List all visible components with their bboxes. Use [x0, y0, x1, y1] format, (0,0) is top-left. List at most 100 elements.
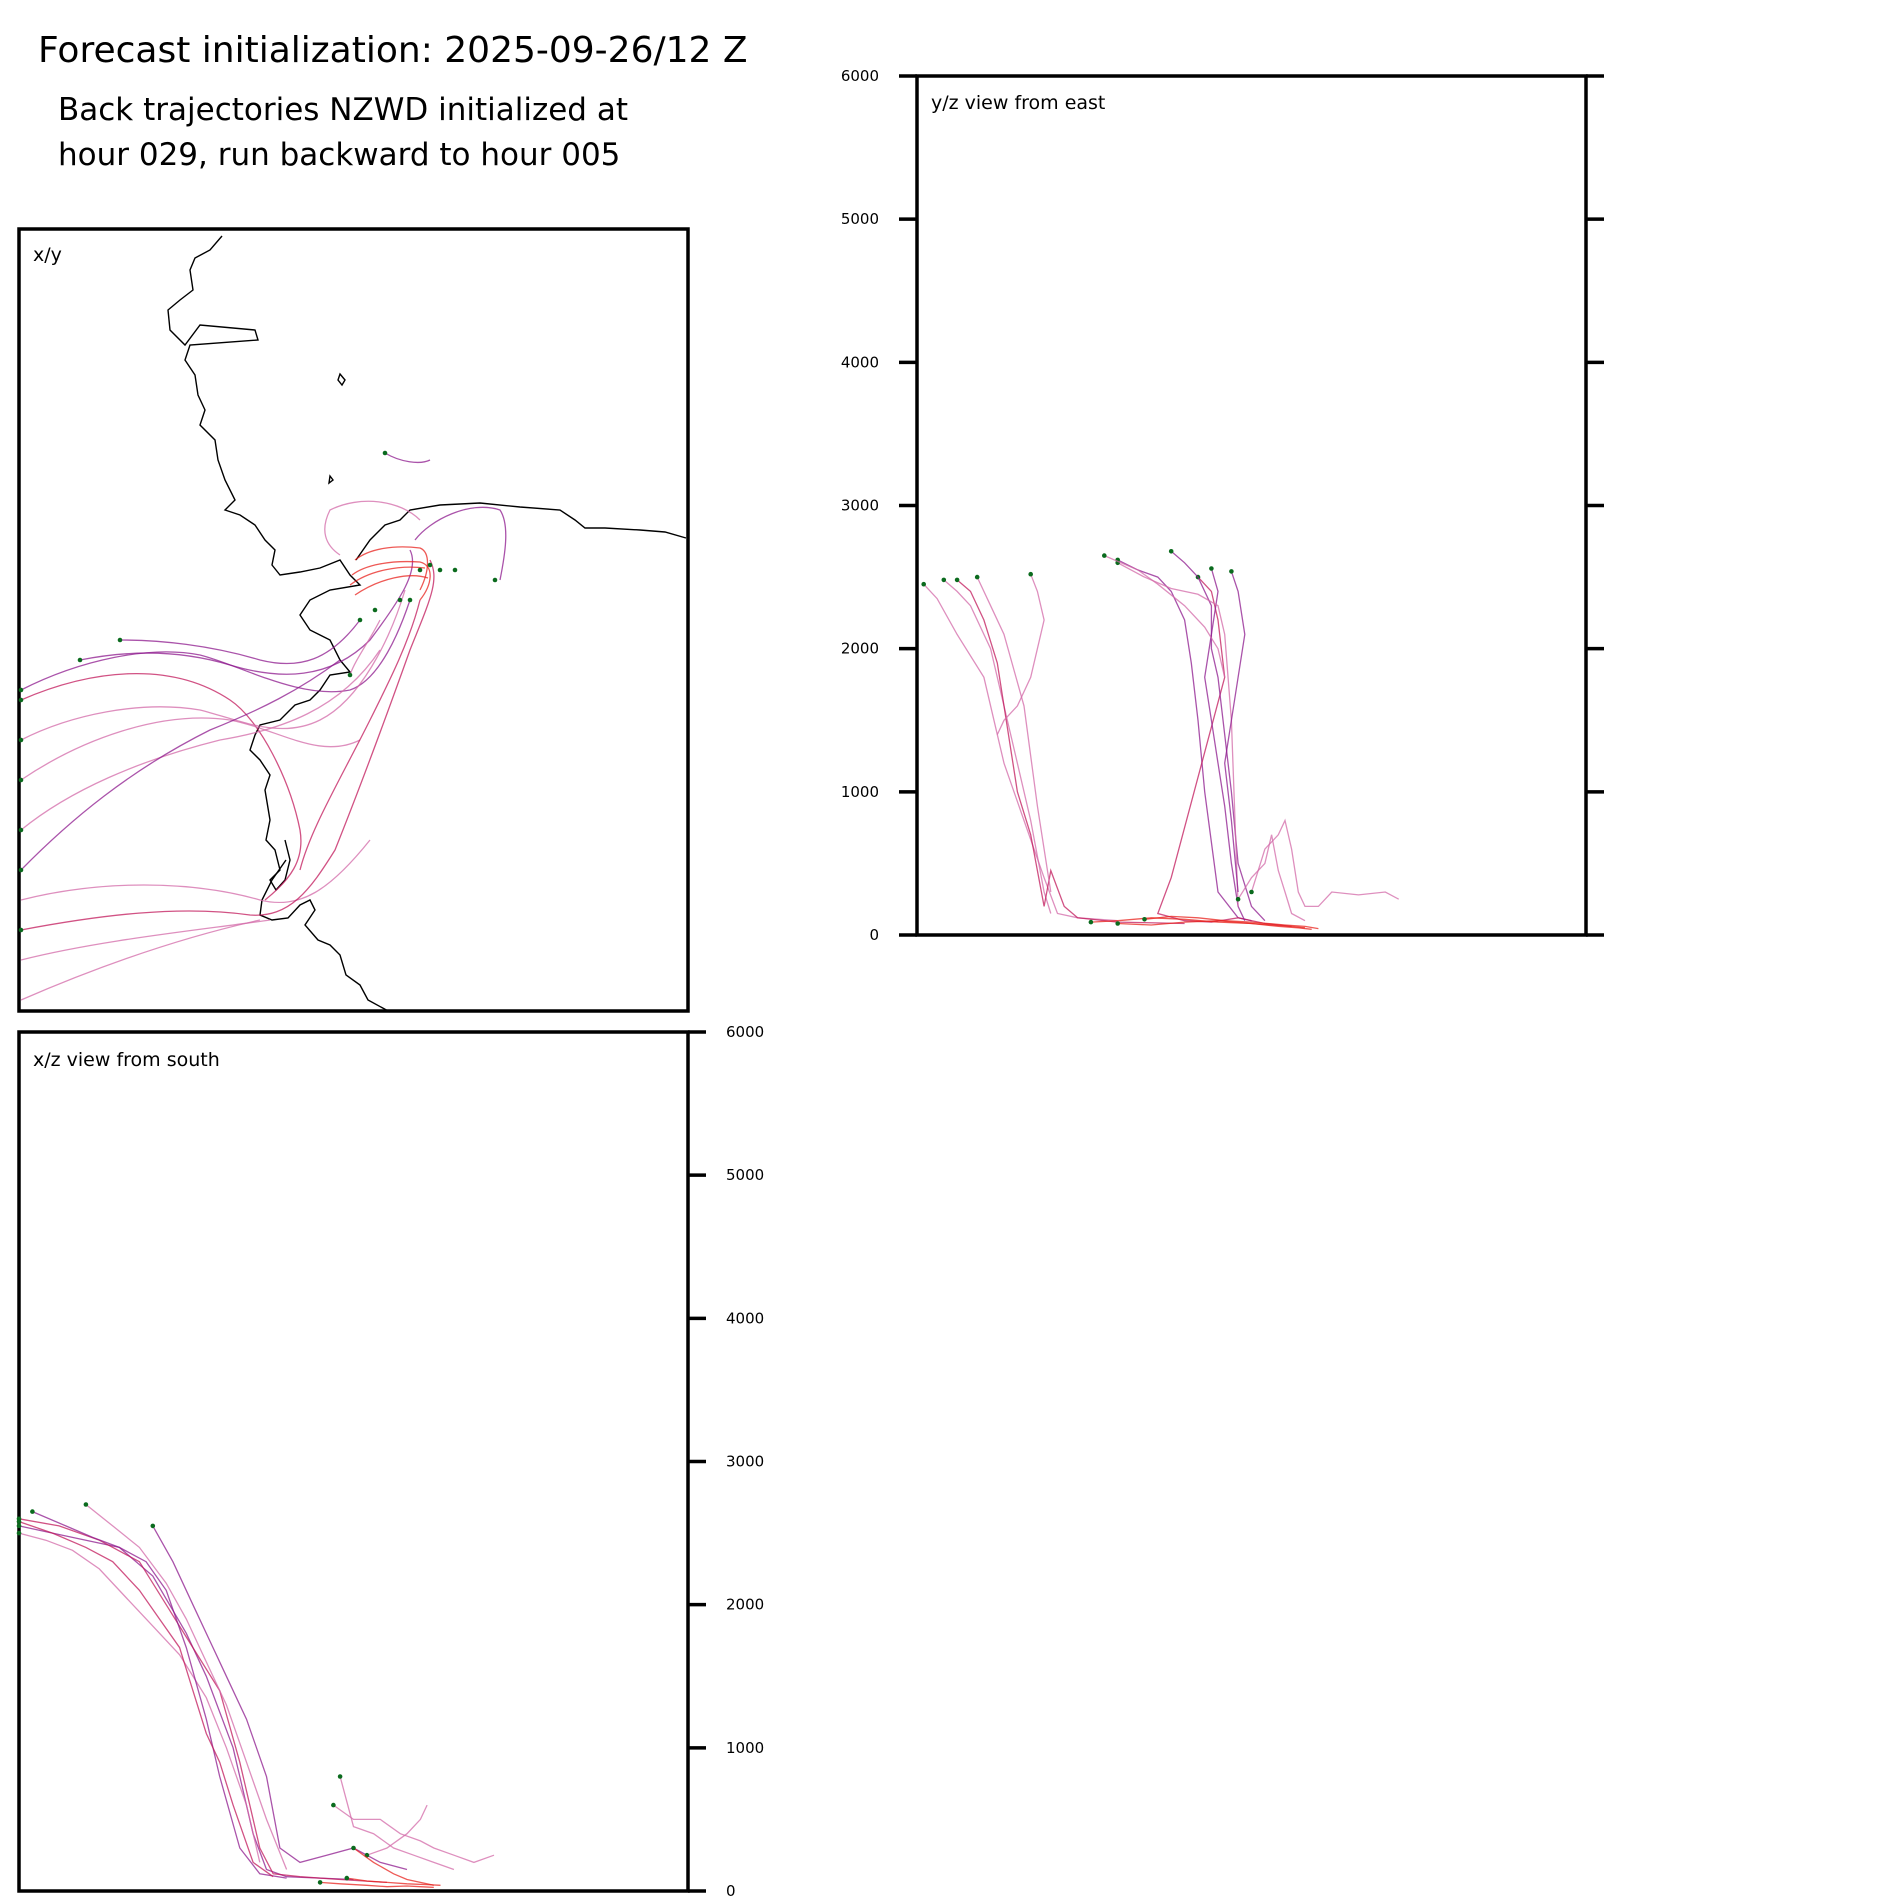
coastline-segment [355, 502, 687, 561]
trajectory-endpoint [382, 450, 388, 456]
trajectory-endpoint [1028, 571, 1033, 577]
trajectory-line [32, 1511, 287, 1879]
trajectory-endpoint [16, 1519, 22, 1524]
y-tick-label: 3000 [726, 1453, 764, 1471]
trajectory-line [1250, 818, 1400, 908]
trajectory-endpoint [357, 617, 363, 623]
trajectory-line [299, 599, 421, 871]
coastline-segment [328, 474, 334, 485]
xy-panel-label: x/y [33, 244, 62, 266]
trajectory-endpoint [954, 577, 960, 583]
trajectory-line [384, 452, 431, 464]
trajectory-line [1237, 834, 1306, 922]
trajectory-endpoint [18, 737, 24, 743]
trajectory-endpoint [317, 1880, 323, 1885]
trajectory-endpoint [347, 672, 353, 678]
trajectory-endpoint [921, 581, 926, 587]
trajectory-line [20, 649, 381, 831]
trajectory-line [349, 619, 381, 676]
trajectory-line [339, 1776, 455, 1871]
y-tick-label: 6000 [841, 67, 879, 85]
chart-title: Forecast initialization: 2025-09-26/12 Z [38, 30, 748, 71]
y-tick-label: 2000 [841, 640, 879, 658]
trajectory-line [20, 717, 361, 781]
xy-trajectories [18, 450, 507, 1001]
trajectory-endpoint [117, 637, 123, 643]
y-tick-label: 0 [726, 1882, 736, 1900]
y-tick-label: 3000 [841, 497, 879, 515]
trajectory-line [1090, 917, 1306, 929]
trajectory-line [1144, 915, 1319, 930]
trajectory-line [20, 673, 302, 901]
trajectory-line [354, 575, 429, 596]
yz-panel: y/z view from east 0 1000 2000 3000 4000 5000… [841, 67, 1604, 944]
trajectory-line [1117, 559, 1252, 922]
trajectory-endpoint [1115, 921, 1120, 926]
trajectory-line [85, 1503, 288, 1870]
trajectory-endpoint [18, 867, 24, 873]
xz-panel-label: x/z view from south [33, 1049, 220, 1071]
trajectory-line [20, 839, 371, 904]
trajectory-line [1104, 555, 1226, 678]
y-tick-label: 1000 [841, 783, 879, 801]
trajectory-line [346, 1877, 441, 1886]
trajectory-endpoint [18, 827, 24, 833]
y-tick-label: 5000 [841, 210, 879, 228]
trajectory-line [119, 619, 361, 665]
trajectory-line [1117, 562, 1239, 907]
trajectory-endpoint [452, 567, 458, 573]
xy-panel-frame [17, 227, 690, 1013]
y-tick-label: 6000 [726, 1023, 764, 1041]
trajectory-endpoint [16, 1530, 22, 1536]
trajectory-line [20, 589, 406, 741]
trajectory-line [1224, 571, 1246, 893]
coastline-segment [259, 859, 391, 1013]
yz-axis: 0 1000 2000 3000 4000 5000 6000 [841, 67, 1604, 944]
trajectory-line [976, 576, 1052, 893]
trajectory-endpoint [974, 574, 980, 580]
xy-panel: x/y [17, 227, 690, 1013]
coastline-segment [167, 235, 362, 892]
trajectory-endpoint [1235, 896, 1241, 902]
trajectory-endpoint [337, 1774, 343, 1779]
trajectory-line [1117, 920, 1312, 930]
trajectory-endpoint [18, 687, 24, 693]
xz-panel: x/z view from south 0 1000 2000 3000 4000 500… [16, 1023, 764, 1900]
coastline [167, 235, 687, 1013]
trajectory-line [79, 549, 414, 675]
subtitle-line-2: hour 029, run backward to hour 005 [58, 137, 621, 173]
trajectory-line [349, 566, 426, 586]
trajectory-endpoint [18, 697, 24, 703]
trajectory-endpoint [344, 1875, 350, 1881]
trajectory-endpoint [150, 1523, 156, 1529]
trajectory-line [20, 599, 411, 693]
trajectory-endpoint [492, 577, 498, 583]
trajectory-line [353, 1847, 434, 1886]
trajectory-endpoint [941, 577, 947, 583]
trajectory-endpoint [372, 607, 378, 613]
trajectory-line [324, 500, 421, 556]
yz-panel-label: y/z view from east [931, 92, 1105, 114]
y-tick-label: 4000 [841, 353, 879, 371]
y-tick-label: 5000 [726, 1166, 764, 1184]
trajectory-endpoint [427, 562, 433, 568]
trajectory-endpoint [1142, 917, 1147, 922]
trajectory-endpoint [16, 1523, 22, 1529]
trajectory-line [18, 1525, 354, 1881]
chart-subtitle: Back trajectories NZWD initialized at ho… [58, 88, 628, 178]
yz-trajectories [921, 549, 1400, 930]
trajectory-endpoint [1249, 889, 1254, 895]
trajectory-endpoint [30, 1509, 35, 1514]
subtitle-line-1: Back trajectories NZWD initialized at [58, 92, 628, 128]
trajectory-line [414, 506, 507, 581]
trajectory-line [943, 579, 1052, 914]
y-tick-label: 4000 [726, 1309, 764, 1327]
trajectory-line [1204, 568, 1246, 921]
trajectory-line [20, 659, 341, 871]
trajectory-line [923, 583, 1118, 922]
trajectory-line [333, 1804, 495, 1864]
trajectory-endpoint [83, 1502, 89, 1507]
trajectory-line [996, 573, 1045, 735]
trajectory-endpoint [18, 777, 24, 783]
